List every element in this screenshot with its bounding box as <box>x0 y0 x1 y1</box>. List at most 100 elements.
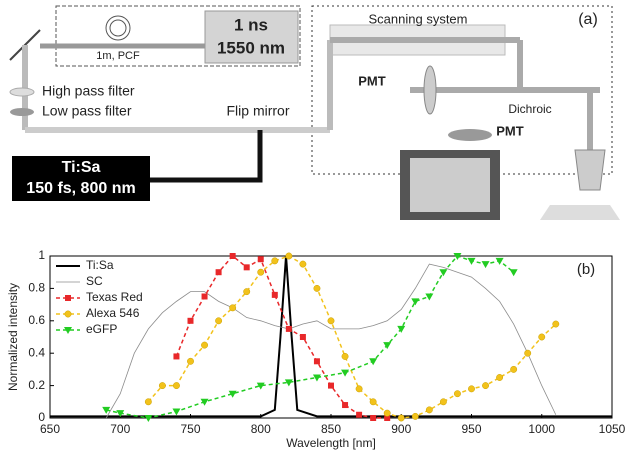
marker <box>215 317 223 325</box>
marker <box>64 310 72 318</box>
marker <box>495 257 504 265</box>
legend-label: Texas Red <box>86 290 143 304</box>
marker <box>341 369 350 377</box>
mirror-label: Flip mirror <box>227 103 290 119</box>
x-tick-label: 950 <box>461 422 481 436</box>
x-tick-label: 1000 <box>528 422 555 436</box>
legend-label: Ti:Sa <box>86 258 114 272</box>
marker <box>383 342 392 350</box>
marker <box>116 410 125 418</box>
marker <box>411 298 420 306</box>
marker <box>243 264 250 271</box>
panel-label: (a) <box>578 11 598 28</box>
y-tick-label: 0.6 <box>28 313 45 327</box>
source-block <box>204 10 299 64</box>
series-line <box>105 263 557 419</box>
marker <box>144 415 153 422</box>
marker <box>229 304 237 312</box>
marker <box>200 398 209 406</box>
marker <box>328 382 334 389</box>
x-tick-label: 750 <box>180 422 200 436</box>
pmt-lens <box>423 65 437 115</box>
marker <box>341 352 349 360</box>
marker <box>284 379 293 387</box>
filter <box>9 87 35 97</box>
marker <box>524 349 532 357</box>
pmt-lens <box>448 129 492 141</box>
marker <box>370 415 377 421</box>
marker <box>228 390 237 398</box>
marker <box>538 333 546 341</box>
x-tick-label: 900 <box>391 422 411 436</box>
marker <box>243 288 251 296</box>
y-tick-label: 0.4 <box>28 345 45 359</box>
marker <box>285 252 293 260</box>
marker <box>256 382 265 390</box>
source-box <box>55 5 301 67</box>
setup-diagram: 1m, PCF 1 ns 1550 nm Scanning system (a)… <box>9 5 620 220</box>
y-tick-label: 0.2 <box>28 378 45 392</box>
marker <box>439 269 448 277</box>
series-line <box>147 255 557 419</box>
marker <box>215 269 222 276</box>
objective <box>574 149 606 191</box>
marker <box>65 295 71 301</box>
marker <box>313 284 321 292</box>
marker <box>496 374 504 381</box>
marker <box>201 293 208 300</box>
marker <box>187 357 194 365</box>
filter <box>10 108 34 116</box>
marker <box>453 253 462 260</box>
marker <box>552 320 560 328</box>
legend-label: SC <box>86 274 103 288</box>
marker <box>312 374 321 382</box>
marker <box>509 269 518 277</box>
marker <box>439 398 447 406</box>
x-axis-label: Wavelength [nm] <box>286 436 376 450</box>
marker <box>342 402 349 409</box>
laser-label: 150 fs, 800 nm <box>26 180 135 197</box>
dichroic-label: Dichroic <box>508 102 551 116</box>
microscope-box <box>311 5 613 175</box>
sample-stage <box>540 205 620 220</box>
scanner-label: Scanning system <box>369 11 468 26</box>
marker <box>467 257 476 265</box>
marker <box>383 409 391 417</box>
y-tick-label: 1 <box>38 248 45 262</box>
marker <box>454 390 461 398</box>
marker <box>187 317 194 324</box>
filter-label: High pass filter <box>42 83 135 99</box>
marker <box>173 353 180 360</box>
filter-label: Low pass filter <box>42 103 132 119</box>
marker <box>425 406 433 414</box>
marker <box>173 382 180 390</box>
beam <box>150 130 263 183</box>
marker <box>271 257 279 265</box>
marker <box>355 385 363 393</box>
legend-label: eGFP <box>86 322 117 336</box>
series-line <box>50 255 612 418</box>
pmt-label: PMT <box>358 73 386 88</box>
marker <box>468 385 475 393</box>
laser-label: Ti:Sa <box>62 159 101 176</box>
marker <box>229 253 236 259</box>
source-label: 1 ns <box>234 15 268 34</box>
y-axis-label: Normalized intensity <box>6 283 20 391</box>
marker <box>144 398 152 406</box>
x-tick-label: 650 <box>40 422 60 436</box>
marker <box>411 412 419 420</box>
fiber-coil <box>105 15 131 41</box>
x-tick-label: 800 <box>251 422 271 436</box>
marker <box>299 260 307 268</box>
marker <box>397 325 406 333</box>
fiber-coil <box>109 19 127 37</box>
marker <box>64 327 72 334</box>
plot-frame <box>49 255 613 419</box>
marker <box>102 406 111 414</box>
source-label: 1550 nm <box>217 38 285 57</box>
legend-label: Alexa 546 <box>86 306 140 320</box>
marker <box>425 293 434 301</box>
marker <box>369 398 377 406</box>
marker <box>257 256 264 263</box>
